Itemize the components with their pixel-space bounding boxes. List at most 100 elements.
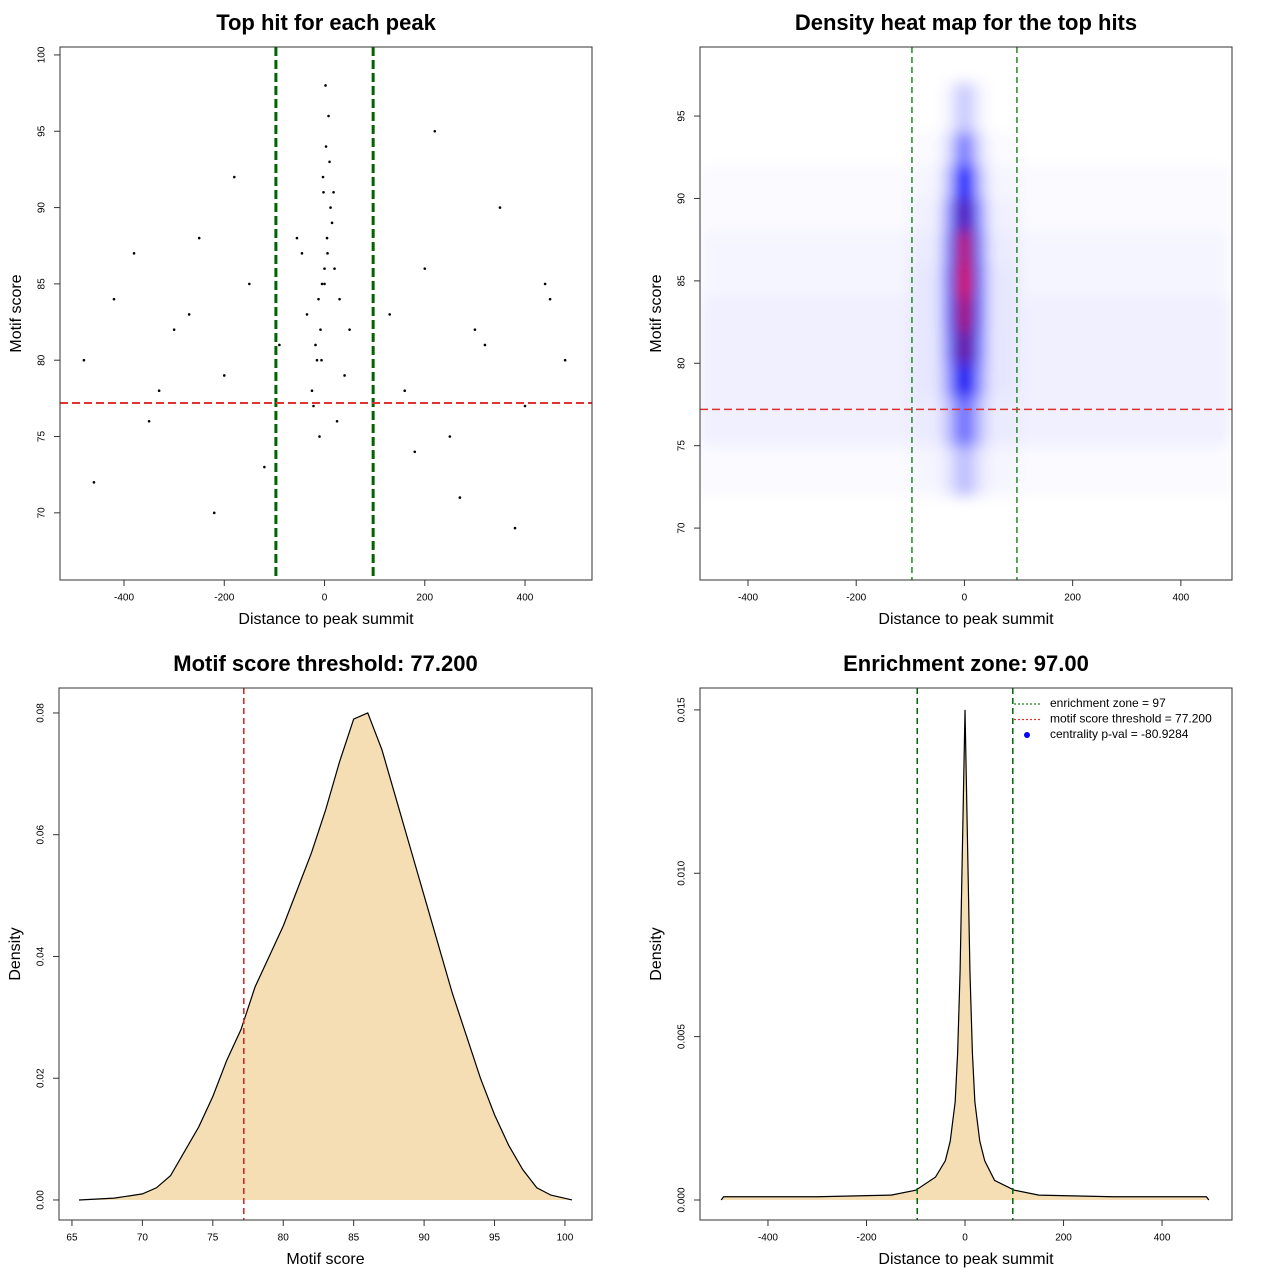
- heat-cell: [960, 363, 970, 397]
- point: [132, 252, 136, 255]
- plot-frame: [699, 687, 1233, 1221]
- point: [82, 358, 86, 362]
- point: [329, 206, 332, 209]
- heat-cell: [700, 396, 911, 447]
- heat-cell: [942, 264, 955, 298]
- point: [305, 313, 309, 316]
- heat-cell: [910, 396, 944, 447]
- heat-cell: [968, 445, 976, 496]
- y-tick-label: 100: [37, 46, 48, 63]
- heat-cell: [1018, 363, 1231, 397]
- heat-cell: [960, 198, 970, 232]
- y-tick-label: 90: [677, 192, 688, 204]
- y-tick-label: 85: [677, 275, 688, 287]
- point: [448, 435, 452, 438]
- heat-cell: [700, 132, 911, 166]
- heat-cell: [910, 165, 944, 199]
- heat-cell: [942, 363, 955, 397]
- heat-cell: [953, 264, 961, 298]
- point: [338, 297, 341, 301]
- chart-title: Density heat map for the top hits: [795, 10, 1137, 35]
- point: [320, 282, 324, 286]
- x-tick-label: 400: [1173, 593, 1190, 604]
- heat-cell: [968, 132, 976, 166]
- y-tick-label: 0.04: [36, 946, 47, 966]
- point: [314, 343, 317, 347]
- x-tick-label: -400: [758, 1233, 778, 1244]
- point: [92, 481, 96, 484]
- panel: Top hit for each peak Distance to peak su…: [8, 10, 593, 628]
- heat-cell: [975, 396, 987, 447]
- panel: Motif score threshold: 77.200 Motif score…: [7, 651, 593, 1268]
- point: [212, 511, 216, 515]
- x-tick-label: 80: [278, 1233, 290, 1244]
- heat-cell: [1018, 330, 1231, 364]
- x-axis-label: Distance to peak summit: [878, 1251, 1054, 1268]
- y-tick-label: 80: [677, 357, 688, 369]
- y-axis-label: Motif score: [648, 274, 665, 352]
- heat-cell: [986, 83, 1020, 134]
- point: [327, 114, 330, 118]
- y-axis-label: Motif score: [8, 274, 25, 352]
- point: [197, 236, 201, 240]
- heat-cell: [968, 83, 976, 134]
- heat-cell: [910, 132, 944, 166]
- y-tick-label: 0.08: [36, 703, 47, 723]
- heat-cell: [968, 330, 976, 364]
- heat-cell: [942, 396, 955, 447]
- heat-cell: [960, 231, 970, 265]
- heatmap: [700, 83, 1231, 496]
- heat-cell: [953, 396, 961, 447]
- point: [403, 389, 407, 393]
- plot-area: [78, 688, 573, 1220]
- point: [315, 358, 319, 362]
- density-area: [79, 712, 572, 1200]
- heat-cell: [942, 231, 955, 265]
- point: [388, 313, 391, 316]
- plot-area: [720, 688, 1210, 1220]
- y-tick-label: 0.000: [677, 1187, 688, 1212]
- heat-cell: [960, 83, 970, 134]
- point: [433, 129, 437, 133]
- point: [326, 252, 329, 255]
- heat-cell: [700, 165, 911, 199]
- heat-cell: [953, 330, 961, 364]
- heat-cell: [1018, 396, 1231, 447]
- heat-cell: [700, 198, 911, 232]
- heat-cell: [975, 83, 987, 134]
- point: [513, 526, 517, 530]
- point: [187, 313, 191, 316]
- point: [328, 160, 331, 164]
- x-tick-label: 70: [137, 1233, 149, 1244]
- heat-cell: [700, 297, 911, 331]
- heat-cell: [942, 83, 955, 134]
- panel: Density heat map for the top hits Distanc…: [648, 10, 1233, 628]
- density-area: [721, 709, 1209, 1201]
- heat-cell: [700, 330, 911, 364]
- heat-cell: [942, 198, 955, 232]
- heat-cell: [700, 363, 911, 397]
- point: [483, 343, 487, 347]
- y-axis-label: Density: [7, 927, 24, 980]
- y-tick-label: 80: [37, 354, 48, 366]
- point: [320, 358, 323, 362]
- heat-cell: [942, 445, 955, 496]
- point: [232, 175, 236, 179]
- x-tick-label: -200: [856, 1233, 876, 1244]
- plot-frame: [58, 687, 593, 1221]
- heat-cell: [942, 330, 955, 364]
- heat-cell: [975, 330, 987, 364]
- y-axis-label: Density: [648, 927, 665, 980]
- heat-cell: [1018, 83, 1231, 134]
- chart-title: Motif score threshold: 77.200: [173, 651, 477, 676]
- density-line: [78, 712, 573, 1201]
- heat-cell: [968, 165, 976, 199]
- x-tick-label: 200: [416, 593, 433, 604]
- point: [324, 84, 327, 87]
- plot-area: [700, 47, 1232, 580]
- y-tick-label: 70: [37, 507, 48, 519]
- x-tick-label: 200: [1055, 1233, 1072, 1244]
- point: [157, 389, 161, 393]
- heat-cell: [975, 297, 987, 331]
